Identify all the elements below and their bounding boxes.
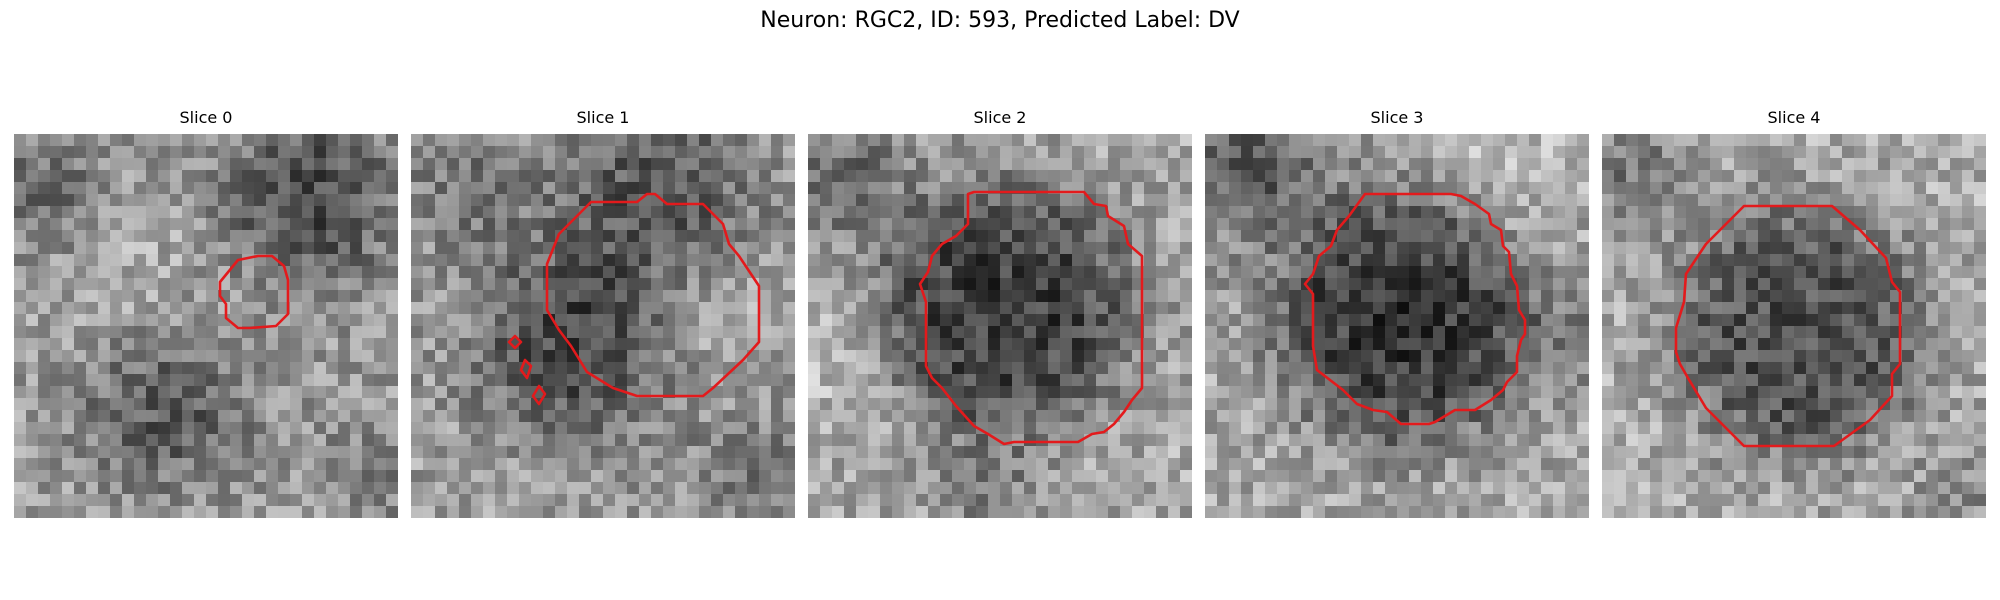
slice-panel-4: Slice 4 bbox=[1602, 108, 1986, 132]
slice-panel-1: Slice 1 bbox=[411, 108, 795, 132]
slice-image-3 bbox=[1205, 134, 1589, 518]
slice-panel-3: Slice 3 bbox=[1205, 108, 1589, 132]
slice-panel-0: Slice 0 bbox=[14, 108, 398, 132]
slice-title-1: Slice 1 bbox=[411, 108, 795, 132]
pixel-grid bbox=[1205, 134, 1589, 518]
slice-title-4: Slice 4 bbox=[1602, 108, 1986, 132]
pixel-grid bbox=[411, 134, 795, 518]
slice-image-0 bbox=[14, 134, 398, 518]
slice-image-1 bbox=[411, 134, 795, 518]
pixel-grid bbox=[14, 134, 398, 518]
slice-panel-2: Slice 2 bbox=[808, 108, 1192, 132]
figure-title: Neuron: RGC2, ID: 593, Predicted Label: … bbox=[0, 8, 2000, 33]
slice-image-4 bbox=[1602, 134, 1986, 518]
slice-title-3: Slice 3 bbox=[1205, 108, 1589, 132]
slice-title-0: Slice 0 bbox=[14, 108, 398, 132]
slice-title-2: Slice 2 bbox=[808, 108, 1192, 132]
slice-image-2 bbox=[808, 134, 1192, 518]
pixel-grid bbox=[1602, 134, 1986, 518]
